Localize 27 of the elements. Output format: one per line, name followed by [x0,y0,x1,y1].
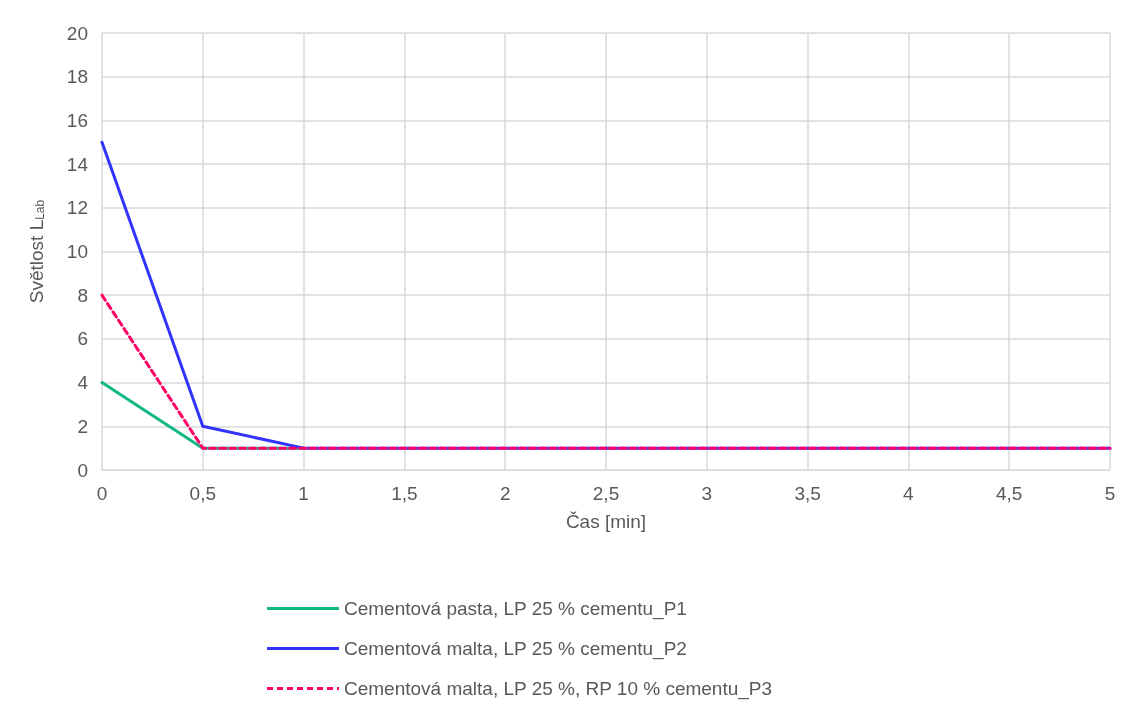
legend-label: Cementová malta, LP 25 %, RP 10 % cementu_P3 [344,678,773,700]
x-tick-label: 3,5 [794,483,821,504]
y-tick-label: 16 [66,109,88,131]
y-tick-label: 0 [77,459,88,481]
y-tick-label: 20 [66,22,88,44]
y-tick-label: 4 [77,372,89,394]
legend-label: Cementová malta, LP 25 % cementu_P2 [344,638,687,660]
x-tick-label: 4 [903,483,915,504]
legend-label: Cementová pasta, LP 25 % cementu_P1 [344,598,687,620]
x-axis-title: Čas [min] [565,511,647,532]
x-tick-label: 5 [1104,483,1116,504]
x-tick-label: 1,5 [391,483,418,504]
y-tick-label: 12 [66,197,88,219]
x-tick-label: 1 [298,483,309,504]
x-tick-label: 2,5 [592,483,620,504]
x-tick-label: 0 [96,483,108,504]
y-tick-label: 14 [66,153,89,175]
y-tick-label: 2 [77,415,88,437]
y-tick-label: 18 [66,66,88,88]
y-tick-label: 8 [77,284,88,306]
y-tick-label: 10 [66,241,88,262]
x-tick-label: 4,5 [995,483,1023,504]
y-axis-title: Světlost LLab [25,199,47,304]
x-tick-label: 2 [499,483,511,504]
y-tick-label: 6 [77,328,88,350]
x-tick-label: 0,5 [189,483,217,504]
x-tick-label: 3 [701,483,713,504]
